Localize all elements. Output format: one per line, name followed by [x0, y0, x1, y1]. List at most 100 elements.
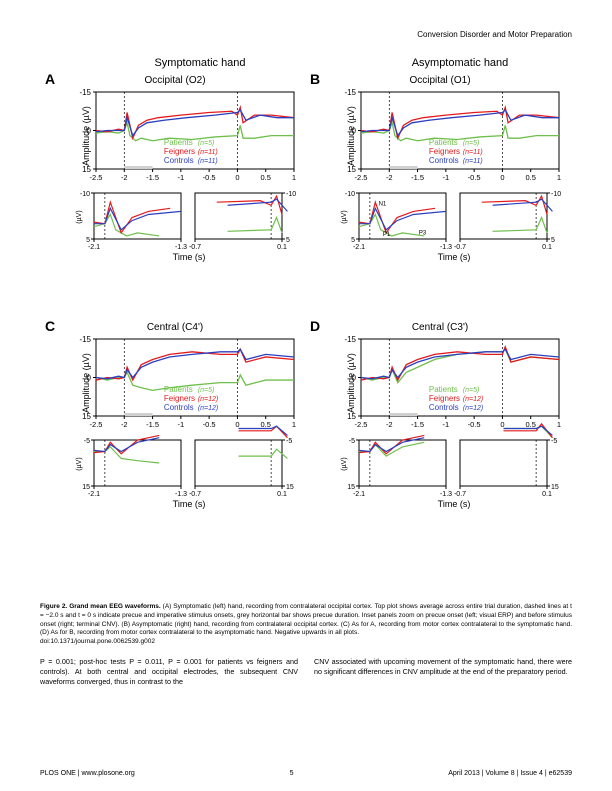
svg-text:-0.7: -0.7 — [454, 244, 466, 251]
svg-text:0: 0 — [500, 420, 504, 429]
svg-text:-0.7: -0.7 — [454, 491, 466, 498]
panel-B: B Occipital (O1) Amplitude (µV) -15015-2… — [315, 75, 565, 262]
svg-text:Controls: Controls — [164, 156, 194, 165]
svg-text:(n=11): (n=11) — [463, 149, 483, 156]
svg-text:-1.3: -1.3 — [175, 244, 187, 251]
svg-text:(n=5): (n=5) — [198, 140, 215, 147]
chart-B-main: Amplitude (µV) -15015-2.5-2-1.5-1-0.500.… — [343, 88, 563, 183]
chart-C-insets: -515-2.1-1.3(µV)-515-0.70.1 — [78, 436, 298, 498]
svg-text:Controls: Controls — [164, 403, 194, 412]
svg-text:-2.5: -2.5 — [90, 173, 103, 182]
svg-text:Patients: Patients — [164, 138, 193, 147]
svg-text:-10: -10 — [551, 191, 561, 198]
svg-text:-2.5: -2.5 — [355, 420, 368, 429]
body-text: P = 0.001; post-hoc tests P = 0.011, P =… — [40, 657, 572, 687]
panel-D-subtitle: Central (C3') — [315, 322, 565, 333]
svg-text:(n=11): (n=11) — [198, 158, 218, 165]
body-left-col: P = 0.001; post-hoc tests P = 0.011, P =… — [40, 657, 298, 687]
svg-text:(n=11): (n=11) — [463, 158, 483, 165]
svg-text:-2.1: -2.1 — [88, 244, 100, 251]
svg-text:-5: -5 — [84, 438, 90, 445]
svg-text:-1.5: -1.5 — [146, 420, 159, 429]
svg-text:(n=12): (n=12) — [463, 396, 483, 403]
svg-text:Controls: Controls — [429, 403, 459, 412]
col-title-right: Asymptomatic hand — [360, 57, 560, 69]
svg-text:-1: -1 — [178, 173, 185, 182]
footer-left: PLOS ONE | www.plosone.org — [40, 770, 135, 777]
svg-text:Patients: Patients — [164, 385, 193, 394]
body-right-col: CNV associated with upcoming movement of… — [314, 657, 572, 687]
svg-text:-5: -5 — [349, 438, 355, 445]
svg-text:5: 5 — [351, 237, 355, 244]
footer-center: 5 — [290, 770, 294, 777]
svg-text:-1: -1 — [178, 420, 185, 429]
svg-text:-1: -1 — [443, 420, 450, 429]
panel-C: C Central (C4') Amplitude (µV) -15015-2.… — [50, 322, 300, 509]
svg-text:-1.3: -1.3 — [175, 491, 187, 498]
svg-text:Feigners: Feigners — [164, 394, 195, 403]
svg-text:N1: N1 — [379, 201, 387, 207]
ylabel-B: Amplitude (µV) — [346, 106, 356, 166]
svg-text:0.5: 0.5 — [525, 173, 535, 182]
xlabel-A: Time (s) — [78, 252, 300, 262]
svg-text:(µV): (µV) — [76, 210, 83, 223]
svg-text:-10: -10 — [80, 191, 90, 198]
ylabel-A: Amplitude (µV) — [81, 106, 91, 166]
svg-text:1: 1 — [292, 420, 296, 429]
ylabel-C: Amplitude (µV) — [81, 353, 91, 413]
svg-text:-1.3: -1.3 — [440, 491, 452, 498]
svg-text:5: 5 — [286, 237, 290, 244]
panel-B-label: B — [310, 71, 320, 87]
svg-text:-10: -10 — [286, 191, 296, 198]
svg-text:Patients: Patients — [429, 138, 458, 147]
svg-text:-2: -2 — [386, 173, 393, 182]
col-title-left: Symptomatic hand — [100, 57, 300, 69]
svg-text:-5: -5 — [286, 438, 292, 445]
panel-A-label: A — [45, 71, 55, 87]
chart-A-main: Amplitude (µV) -15015-2.5-2-1.5-1-0.500.… — [78, 88, 298, 183]
svg-text:-0.5: -0.5 — [468, 420, 481, 429]
ylabel-D: Amplitude (µV) — [346, 353, 356, 413]
svg-text:1: 1 — [292, 173, 296, 182]
svg-text:0.1: 0.1 — [277, 491, 287, 498]
svg-text:15: 15 — [347, 484, 355, 491]
panel-A-subtitle: Occipital (O2) — [50, 75, 300, 86]
svg-text:0.1: 0.1 — [277, 244, 287, 251]
svg-text:Feigners: Feigners — [164, 147, 195, 156]
svg-text:-2.1: -2.1 — [88, 491, 100, 498]
running-title: Conversion Disorder and Motor Preparatio… — [40, 30, 572, 39]
footer-right: April 2013 | Volume 8 | Issue 4 | e62539 — [448, 770, 572, 777]
xlabel-D: Time (s) — [343, 499, 565, 509]
svg-text:-15: -15 — [79, 88, 91, 97]
chart-D-insets: -515-2.1-1.3(µV)-515-0.70.1 — [343, 436, 563, 498]
svg-text:-2.5: -2.5 — [355, 173, 368, 182]
svg-text:15: 15 — [286, 484, 294, 491]
svg-text:1: 1 — [557, 420, 561, 429]
panel-C-subtitle: Central (C4') — [50, 322, 300, 333]
page-footer: PLOS ONE | www.plosone.org 5 April 2013 … — [40, 770, 572, 777]
svg-text:0.5: 0.5 — [525, 420, 535, 429]
svg-text:-1.5: -1.5 — [146, 173, 159, 182]
svg-text:P1: P1 — [383, 232, 391, 238]
svg-text:(µV): (µV) — [341, 210, 348, 223]
xlabel-B: Time (s) — [343, 252, 565, 262]
svg-text:0: 0 — [500, 173, 504, 182]
svg-text:-2.1: -2.1 — [353, 491, 365, 498]
svg-text:(n=12): (n=12) — [198, 396, 218, 403]
svg-text:0: 0 — [235, 173, 239, 182]
svg-text:-0.5: -0.5 — [203, 420, 216, 429]
svg-text:-2: -2 — [121, 173, 128, 182]
svg-text:P3: P3 — [419, 230, 427, 236]
svg-text:-10: -10 — [345, 191, 355, 198]
svg-text:Feigners: Feigners — [429, 394, 460, 403]
svg-text:-2: -2 — [386, 420, 393, 429]
svg-text:-2.1: -2.1 — [353, 244, 365, 251]
svg-text:-15: -15 — [344, 88, 356, 97]
svg-text:-15: -15 — [79, 335, 91, 344]
svg-text:-0.5: -0.5 — [468, 173, 481, 182]
svg-text:(n=12): (n=12) — [463, 405, 483, 412]
figure-2: Symptomatic hand Asymptomatic hand A Occ… — [40, 57, 572, 597]
svg-text:5: 5 — [551, 237, 555, 244]
svg-text:-2.5: -2.5 — [90, 420, 103, 429]
svg-text:Controls: Controls — [429, 156, 459, 165]
